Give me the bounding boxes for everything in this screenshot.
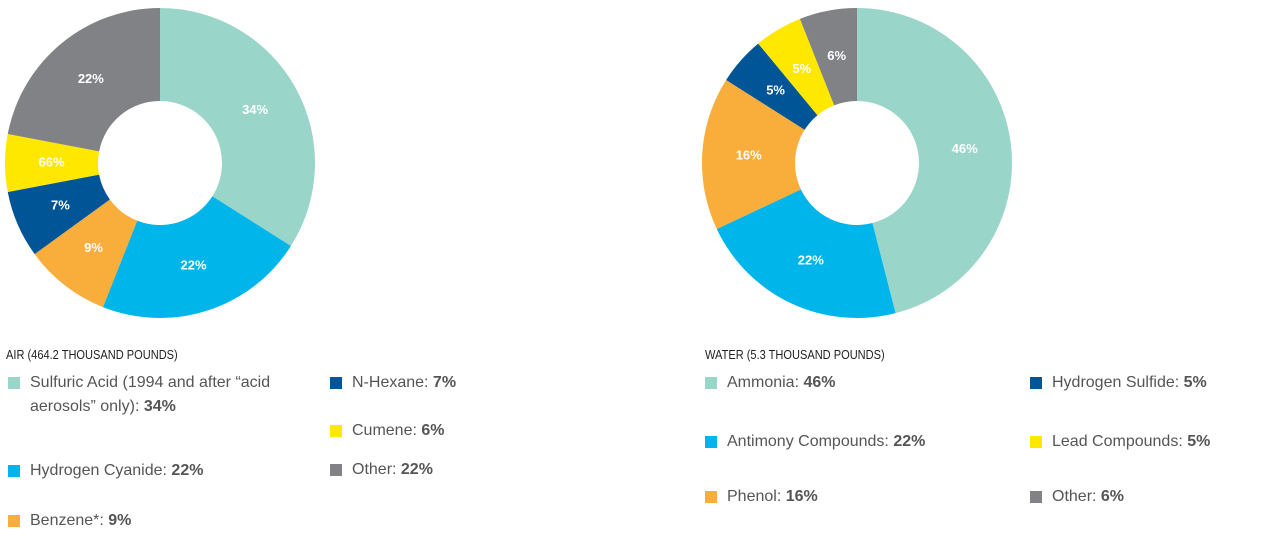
legend-value: 22% xyxy=(893,433,926,450)
legend-item: Hydrogen Cyanide22% xyxy=(8,459,310,483)
legend-value: 5% xyxy=(1183,374,1207,391)
slice xyxy=(799,7,857,106)
legend-value: 6% xyxy=(421,422,445,439)
legend-value: 22% xyxy=(400,461,433,478)
slice-label: 22% xyxy=(78,71,104,86)
legend-value: 34% xyxy=(143,398,176,415)
legend-name: Ammonia xyxy=(727,374,803,391)
slice-label: 6% xyxy=(827,48,846,63)
legend-value: 7% xyxy=(432,374,457,391)
legend-swatch xyxy=(1030,491,1042,503)
legend-name: Benzene* xyxy=(30,512,108,529)
slice xyxy=(160,8,315,247)
slice-label: 16% xyxy=(736,148,762,163)
legend-swatch xyxy=(705,436,717,448)
legend-value: 5% xyxy=(1187,433,1211,450)
legend-item: Lead Compounds5% xyxy=(1030,430,1267,454)
slice xyxy=(7,7,160,152)
slice xyxy=(726,43,818,130)
legend-name: N-Hexane xyxy=(352,374,433,391)
legend-swatch xyxy=(8,515,20,527)
legend-title: WATER (5.3 THOUSAND POUNDS) xyxy=(705,347,885,362)
legend-name: Other xyxy=(352,461,401,478)
slice-label: 5% xyxy=(766,83,785,98)
legend-name: Hydrogen Sulfide xyxy=(1052,374,1184,391)
legend-item: Ammonia46% xyxy=(705,371,1027,395)
legend-item: Benzene*9% xyxy=(8,509,310,533)
legend-swatch xyxy=(330,464,342,476)
slice xyxy=(702,79,805,229)
slice xyxy=(34,199,138,308)
legend-name: Lead Compounds xyxy=(1052,433,1187,450)
slice-label: 22% xyxy=(181,258,207,273)
legend-swatch xyxy=(705,377,717,389)
legend-item: Cumene6% xyxy=(330,419,602,443)
legend-value: 46% xyxy=(803,374,836,391)
legend-value: 22% xyxy=(171,462,204,479)
legend-item: Phenol16% xyxy=(705,485,1027,509)
slice-label: 66% xyxy=(38,154,64,169)
legend-item: Sulfuric Acid (1994 and after “acid aero… xyxy=(8,371,310,419)
legend-title: AIR (464.2 THOUSAND POUNDS) xyxy=(6,347,178,362)
slice-label: 22% xyxy=(798,253,824,268)
slice xyxy=(716,189,896,319)
slice xyxy=(7,174,110,255)
legend-value: 9% xyxy=(108,512,132,529)
slice-label: 9% xyxy=(84,240,103,255)
legend-swatch xyxy=(1030,436,1042,448)
slice xyxy=(102,196,291,318)
legend-swatch xyxy=(8,465,20,477)
legend-name: Cumene xyxy=(352,422,421,439)
slice xyxy=(5,133,100,193)
legend-name: Other xyxy=(1052,488,1101,505)
legend-swatch xyxy=(8,377,20,389)
legend-name: Hydrogen Cyanide xyxy=(30,462,171,479)
slice xyxy=(857,8,1013,314)
legend-item: N-Hexane7% xyxy=(330,371,602,395)
slice-label: 7% xyxy=(51,198,70,213)
legend-value: 16% xyxy=(785,488,818,505)
slice-label: 34% xyxy=(242,102,268,117)
legend-item: Antimony Compounds22% xyxy=(705,430,1027,454)
legend-item: Hydrogen Sulfide5% xyxy=(1030,371,1267,395)
slice-label: 5% xyxy=(792,61,811,76)
legend-name: Antimony Compounds xyxy=(727,433,893,450)
legend-name: Phenol xyxy=(727,488,786,505)
legend-swatch xyxy=(1030,377,1042,389)
legend-item: Other22% xyxy=(330,458,602,482)
legend-swatch xyxy=(330,425,342,437)
legend-swatch xyxy=(705,491,717,503)
legend-swatch xyxy=(330,377,342,389)
legend-item: Other6% xyxy=(1030,485,1267,509)
slice-label: 46% xyxy=(952,141,978,156)
slice xyxy=(758,18,835,116)
legend-value: 6% xyxy=(1100,488,1125,505)
